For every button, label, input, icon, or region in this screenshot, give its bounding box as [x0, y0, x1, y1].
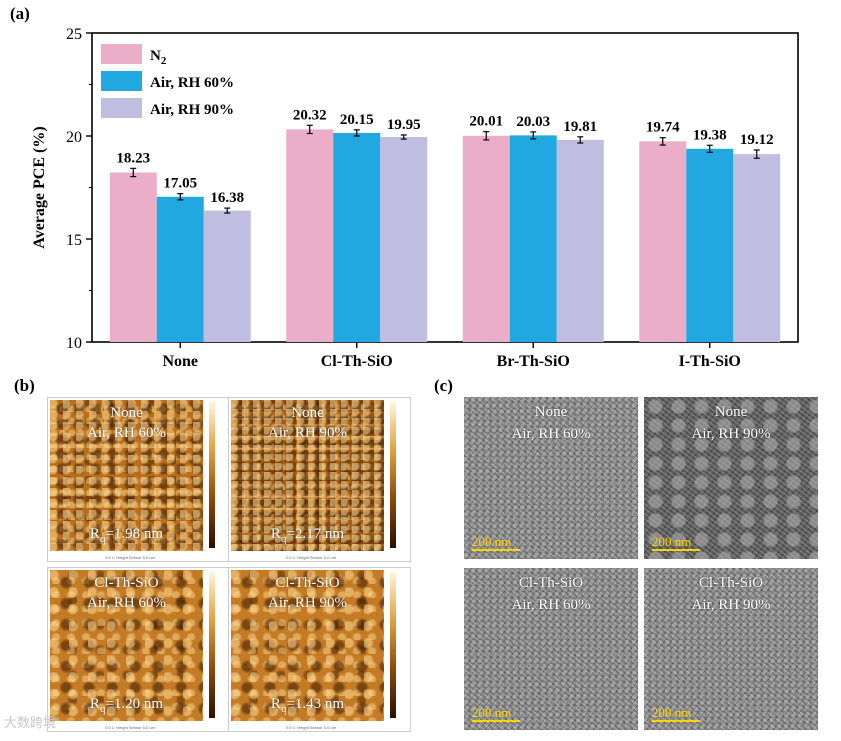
- afm-height-map: Cl-Th-SiO Air, RH 90% Rq=1.43 nm: [231, 570, 384, 721]
- afm-condition: Air, RH 90%: [268, 595, 347, 611]
- afm-sample-name: Cl-Th-SiO: [275, 575, 340, 591]
- y-tick-label: 20: [66, 129, 82, 146]
- x-tick-label: None: [162, 353, 198, 370]
- bar: [556, 139, 604, 342]
- legend-label: Air, RH 90%: [150, 102, 234, 118]
- afm-roughness: Rq=1.20 nm: [89, 696, 164, 715]
- bar: [203, 210, 251, 342]
- data-label: 20.03: [516, 114, 550, 130]
- data-label: 18.23: [116, 150, 150, 166]
- sem-sample-name: Cl-Th-SiO: [518, 575, 584, 591]
- bar: [286, 129, 334, 342]
- afm-condition: Air, RH 60%: [87, 425, 166, 441]
- afm-image: Cl-Th-SiO Air, RH 60% Rq=1.20 nm 0.0 1: Hei…: [47, 567, 230, 732]
- bar: [109, 172, 157, 342]
- data-label: 20.15: [340, 112, 374, 128]
- legend-label: N2: [150, 48, 167, 67]
- afm-sample-name: Cl-Th-SiO: [94, 575, 159, 591]
- legend-swatch: [101, 71, 142, 91]
- bar: [156, 196, 204, 342]
- sem-scale-label: 200 nm: [472, 705, 512, 720]
- legend-swatch: [101, 98, 142, 118]
- afm-color-scale: [209, 572, 215, 718]
- data-label: 17.05: [163, 176, 197, 192]
- legend-swatch: [101, 44, 142, 64]
- afm-height-map: None Air, RH 90% Rq=2.17 nm: [231, 400, 384, 551]
- bar: [380, 137, 428, 342]
- sem-image: None Air, RH 90% 200 nm: [644, 397, 818, 559]
- x-tick-label: Br-Th-SiO: [497, 353, 570, 370]
- sem-condition: Air, RH 60%: [511, 426, 591, 442]
- afm-image: Cl-Th-SiO Air, RH 90% Rq=1.43 nm 0.0 1: Hei…: [228, 567, 411, 732]
- sem-image: None Air, RH 60% 200 nm: [464, 397, 638, 559]
- sem-scale-bar: [472, 720, 520, 722]
- afm-condition: Air, RH 90%: [268, 425, 347, 441]
- sem-condition: Air, RH 90%: [691, 426, 771, 442]
- y-tick-label: 15: [66, 232, 82, 249]
- afm-sample-name: None: [110, 405, 143, 421]
- bar: [733, 154, 781, 342]
- data-label: 19.38: [693, 127, 727, 143]
- bar: [509, 135, 557, 342]
- data-label: 19.95: [387, 117, 421, 133]
- sem-sample-name: None: [534, 404, 568, 420]
- sem-scale-label: 200 nm: [472, 534, 512, 549]
- data-label: 20.32: [293, 107, 327, 123]
- afm-color-scale: [390, 402, 396, 548]
- x-tick-label: Cl-Th-SiO: [321, 353, 393, 370]
- y-tick-label: 25: [66, 26, 82, 43]
- bar: [639, 141, 687, 342]
- sem-condition: Air, RH 60%: [511, 597, 591, 613]
- afm-condition: Air, RH 60%: [87, 595, 166, 611]
- afm-axis-caption: 0.0 1: Height Sensor 5.0 um: [286, 555, 336, 560]
- data-label: 19.12: [740, 132, 774, 148]
- panel-label-a: (a): [10, 4, 30, 23]
- afm-axis-caption: 0.0 1: Height Sensor 5.0 um: [105, 725, 155, 730]
- pce-bar-chart: 10 15 20 25 Average PCE (%) None 18.23 17.05 16.…: [31, 26, 799, 370]
- data-label: 19.81: [563, 119, 597, 135]
- data-label: 16.38: [210, 190, 244, 206]
- sem-scale-label: 200 nm: [652, 705, 692, 720]
- sem-scale-bar: [652, 549, 700, 551]
- afm-image: None Air, RH 90% Rq=2.17 nm 0.0 1: Height S…: [228, 397, 411, 562]
- x-tick-label: I-Th-SiO: [679, 353, 741, 370]
- sem-scale-label: 200 nm: [652, 534, 692, 549]
- data-label: 19.74: [646, 120, 680, 136]
- afm-roughness: Rq=2.17 nm: [270, 526, 345, 545]
- afm-axis-caption: 0.0 1: Height Sensor 5.0 um: [105, 555, 155, 560]
- afm-roughness: Rq=1.98 nm: [89, 526, 164, 545]
- afm-color-scale: [390, 572, 396, 718]
- afm-roughness: Rq=1.43 nm: [270, 696, 345, 715]
- y-axis-label: Average PCE (%): [31, 126, 48, 248]
- bar: [333, 132, 381, 342]
- afm-height-map: None Air, RH 60% Rq=1.98 nm: [50, 400, 203, 551]
- panel-label-b: (b): [14, 376, 35, 395]
- sem-scale-bar: [472, 549, 520, 551]
- sem-condition: Air, RH 90%: [691, 597, 771, 613]
- afm-image: None Air, RH 60% Rq=1.98 nm 0.0 1: Height S…: [47, 397, 230, 562]
- sem-image: Cl-Th-SiO Air, RH 90% 200 nm: [644, 568, 818, 730]
- afm-color-scale: [209, 402, 215, 548]
- sem-scale-bar: [652, 720, 700, 722]
- legend-label: Air, RH 60%: [150, 75, 234, 91]
- bar: [686, 148, 734, 342]
- afm-axis-caption: 0.0 1: Height Sensor 5.0 um: [286, 725, 336, 730]
- watermark: 大数跨境: [4, 716, 57, 731]
- afm-sample-name: None: [291, 405, 324, 421]
- panel-label-c: (c): [434, 376, 453, 395]
- data-label: 20.01: [469, 114, 503, 130]
- sem-sample-name: Cl-Th-SiO: [698, 575, 764, 591]
- bar: [462, 135, 510, 342]
- y-tick-label: 10: [66, 335, 82, 352]
- afm-height-map: Cl-Th-SiO Air, RH 60% Rq=1.20 nm: [50, 570, 203, 721]
- sem-image: Cl-Th-SiO Air, RH 60% 200 nm: [464, 568, 638, 730]
- sem-sample-name: None: [714, 404, 748, 420]
